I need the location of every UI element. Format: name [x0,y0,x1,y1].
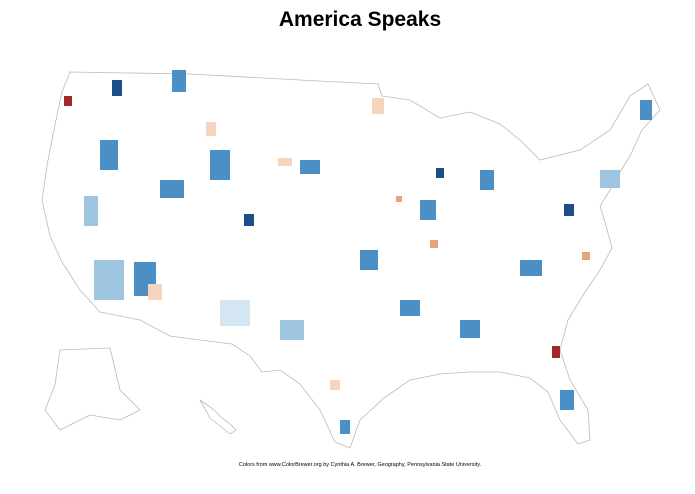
county-fill [400,300,420,316]
county-fill [278,158,292,166]
county-fill [244,214,254,226]
county-fill [460,320,480,338]
county-fill [640,100,652,120]
county-fill [330,380,340,390]
credit-text: Colors from www.ColorBrewer.org by Cynth… [239,462,482,468]
alaska-outline [44,347,141,431]
county-fill [300,160,320,174]
county-fill [220,300,250,326]
county-fill [280,320,304,340]
us-outline [41,71,661,449]
county-fills [64,70,652,434]
county-fill [560,390,574,410]
county-fill [360,250,378,270]
county-fill [582,252,590,260]
county-fill [112,80,122,96]
county-fill [64,96,72,106]
county-fill [480,170,494,190]
county-fill [84,196,98,226]
county-fill [600,170,620,188]
hawaii-outline [199,399,237,435]
map-title: America Speaks [279,8,441,31]
county-fill [396,196,402,202]
county-fill [520,260,542,276]
county-fill [564,204,574,216]
county-fill [430,240,438,248]
county-fill [420,200,436,220]
county-fill [100,140,118,170]
county-fill [552,346,560,358]
county-fill [436,168,444,178]
county-fill [94,260,124,300]
county-fill [160,180,184,198]
county-fill [210,150,230,180]
county-fill [340,420,350,434]
county-fill [148,284,162,300]
county-fill [372,98,384,114]
county-fill [172,70,186,92]
county-fill [206,122,216,136]
